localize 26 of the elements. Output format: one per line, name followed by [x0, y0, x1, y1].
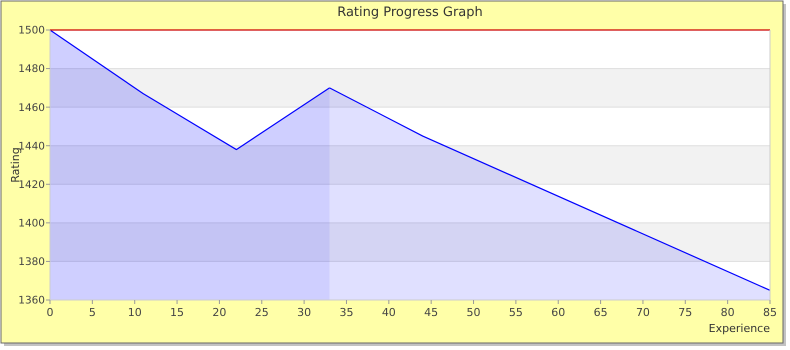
x-tick-label: 70	[636, 306, 650, 319]
chart-title: Rating Progress Graph	[337, 5, 483, 20]
x-tick-label: 0	[46, 306, 54, 319]
y-tick-label: 1380	[18, 256, 45, 268]
x-tick-label: 55	[508, 306, 523, 319]
x-tick-label: 80	[720, 306, 735, 319]
x-tick-label: 35	[339, 306, 354, 319]
x-tick-label: 5	[88, 306, 96, 319]
x-tick-label: 75	[678, 306, 692, 319]
x-tick-label: 15	[170, 306, 184, 319]
x-tick-label: 85	[763, 306, 777, 319]
y-tick-label: 1400	[18, 218, 45, 230]
x-tick-label: 50	[466, 306, 481, 319]
y-tick-label: 1360	[18, 294, 45, 307]
x-tick-label: 45	[424, 306, 438, 319]
x-tick-label: 65	[594, 306, 608, 319]
x-tick-label: 30	[297, 306, 312, 319]
y-tick-label: 1480	[18, 63, 45, 76]
x-tick-label: 40	[382, 306, 396, 319]
x-tick-label: 20	[212, 306, 226, 319]
y-tick-label: 1460	[18, 102, 45, 114]
x-tick-label: 10	[128, 306, 142, 319]
x-tick-label: 60	[551, 306, 566, 319]
x-axis-title: Experience	[708, 322, 770, 335]
x-tick-label: 25	[254, 306, 269, 319]
y-tick-label: 1500	[18, 24, 45, 37]
